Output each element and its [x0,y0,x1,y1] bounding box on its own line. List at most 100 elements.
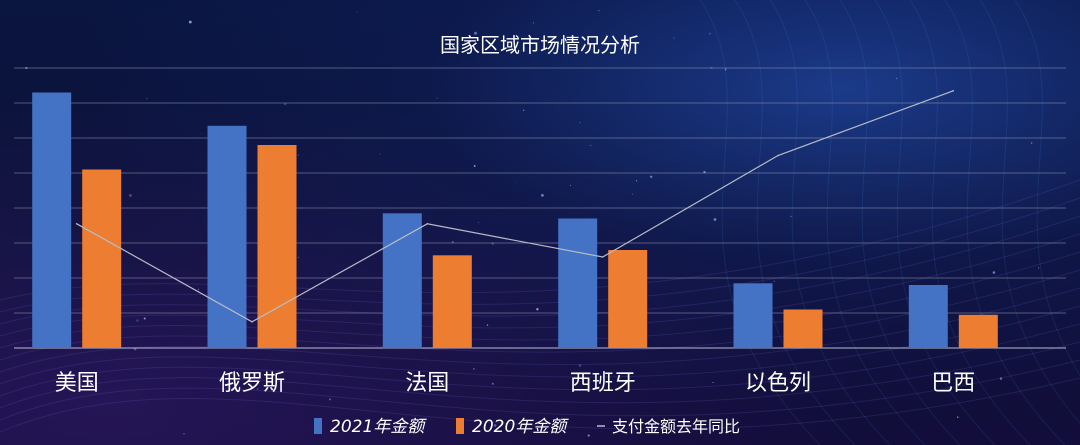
star-dot [82,387,84,389]
wave-line [0,377,1080,433]
star-dot [297,154,299,156]
wave-line [0,287,1080,373]
star-dot [587,434,590,437]
star-dot [287,420,289,422]
category-labels: 美国 俄罗斯 法国 西班牙 以色列 巴西 [55,371,976,396]
star-dot [866,180,868,182]
yoy-point-4 [777,154,779,157]
star-dot [474,31,477,35]
bar-2020-0 [82,169,122,348]
wave-line [1014,0,1080,377]
star-dot [486,324,489,326]
category-label-1: 俄罗斯 [219,371,285,396]
category-label-3: 西班牙 [570,371,636,396]
wave-line [734,0,856,445]
star-dot [188,20,192,24]
star-dot [515,182,517,183]
wave-line [909,0,1031,445]
yoy-point-0 [75,223,78,225]
star-dot [999,377,1003,380]
star-dot [1035,226,1037,227]
bar-2021-2 [382,213,422,349]
category-label-4: 以色列 [745,371,811,396]
yoy-point-3 [601,256,604,258]
star-dot [957,416,959,418]
bar-2020-4 [783,309,823,348]
yoy-point-5 [952,90,955,92]
category-label-5: 巴西 [931,371,975,396]
bar-2021-4 [733,283,773,349]
bar-2020-1 [257,145,297,348]
star-dot [256,388,259,390]
wave-line [979,0,1080,424]
wave-line [699,0,821,445]
star-dot [541,194,544,197]
gridlines [14,67,1066,349]
wave-line [804,0,926,445]
star-dot [713,218,717,221]
star-dot [136,319,139,322]
star-dot [569,185,571,186]
wave-line [944,0,1066,445]
legend-swatch-2021 [314,418,322,434]
star-dot [491,382,494,385]
star-dot [529,246,531,248]
star-dot [598,9,600,12]
star-dot [473,368,475,370]
wave-line [0,359,1080,421]
star-dot [724,68,727,71]
star-dot [635,180,638,182]
bar-2021-1 [207,125,247,349]
star-dot [790,215,792,218]
star-dot [1037,267,1040,269]
star-dot [473,165,476,167]
yoy-line [76,90,954,323]
chart-title: 国家区域市场情况分析 [440,33,640,57]
wave-line [874,0,996,445]
star-dot [328,398,331,401]
bar-2020-3 [608,250,648,348]
star-dot [649,175,653,179]
legend-swatch-2020 [456,418,464,434]
star-dot [181,16,183,17]
star-dot [522,109,525,112]
legend: 2021年金额 2020年金额 支付金额去年同比 [314,417,740,437]
bar-2021-0 [32,92,72,348]
star-dot [773,280,775,282]
star-dot [146,97,148,100]
bar-2020-2 [432,255,472,349]
star-dot [965,249,967,251]
star-dot [143,317,146,320]
star-dot [356,11,358,13]
star-dot [436,97,439,99]
yoy-point-1 [251,321,253,323]
star-dot [590,144,592,146]
legend-label-2021: 2021年金额 [330,417,427,437]
star-dot [478,222,480,224]
star-dot [128,194,132,197]
wave-line [0,179,1080,301]
star-dot [183,432,185,435]
star-dot [536,307,539,311]
star-dot [992,271,996,274]
wave-line [0,305,1080,385]
bar-group [32,92,998,349]
star-dot [200,133,202,135]
wave-line [0,341,1080,409]
star-dot [1030,142,1033,144]
wave-line [0,323,1080,397]
star-dot [709,32,711,35]
star-dot [632,193,634,195]
star-dot [578,364,582,367]
star-dot [198,288,200,290]
wave-line [839,0,961,445]
star-dot [673,37,675,39]
star-dot [532,22,535,24]
star-dot [579,122,581,124]
star-dot [284,102,287,106]
yoy-line-series [75,90,955,323]
category-label-0: 美国 [55,371,99,396]
